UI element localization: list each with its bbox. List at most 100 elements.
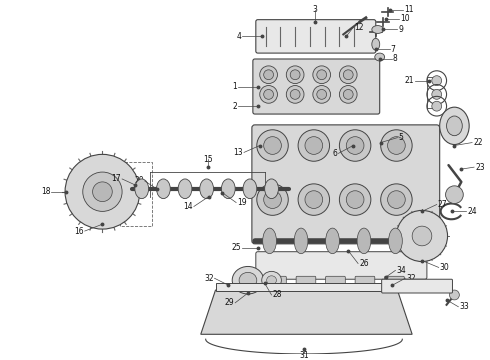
Text: 16: 16: [74, 226, 84, 235]
Text: 9: 9: [398, 25, 403, 34]
Circle shape: [264, 191, 281, 208]
Circle shape: [298, 130, 330, 161]
Circle shape: [264, 137, 281, 154]
Circle shape: [412, 226, 432, 246]
Circle shape: [286, 86, 304, 103]
Circle shape: [317, 70, 327, 80]
Text: 22: 22: [473, 138, 483, 147]
Ellipse shape: [265, 179, 278, 199]
Circle shape: [343, 90, 353, 99]
Ellipse shape: [262, 271, 281, 289]
Circle shape: [432, 90, 441, 99]
Text: 28: 28: [272, 291, 282, 300]
Text: 10: 10: [400, 14, 410, 23]
Text: 17: 17: [112, 175, 121, 184]
Ellipse shape: [372, 26, 384, 33]
Circle shape: [65, 154, 140, 229]
Text: 3: 3: [312, 5, 317, 14]
Text: 1: 1: [232, 82, 237, 91]
Circle shape: [290, 90, 300, 99]
Text: 26: 26: [359, 259, 368, 268]
Text: 14: 14: [183, 202, 193, 211]
Ellipse shape: [243, 179, 257, 199]
Text: 8: 8: [392, 54, 397, 63]
Circle shape: [257, 184, 288, 215]
Ellipse shape: [372, 39, 380, 50]
Ellipse shape: [232, 266, 264, 294]
Polygon shape: [216, 283, 397, 291]
Ellipse shape: [200, 179, 214, 199]
Circle shape: [260, 86, 277, 103]
Circle shape: [346, 137, 364, 154]
Circle shape: [396, 210, 447, 261]
Circle shape: [290, 70, 300, 80]
Ellipse shape: [326, 228, 340, 254]
Text: 12: 12: [354, 23, 364, 32]
Circle shape: [313, 86, 331, 103]
Text: 32: 32: [406, 274, 416, 283]
Text: 31: 31: [299, 351, 309, 360]
Ellipse shape: [156, 179, 171, 199]
Circle shape: [286, 66, 304, 84]
Circle shape: [257, 130, 288, 161]
Text: 34: 34: [396, 266, 406, 275]
Text: 33: 33: [459, 302, 469, 311]
Ellipse shape: [135, 179, 148, 199]
Text: 27: 27: [438, 200, 447, 209]
Ellipse shape: [357, 228, 371, 254]
Circle shape: [313, 66, 331, 84]
Circle shape: [260, 66, 277, 84]
Ellipse shape: [375, 53, 385, 61]
Text: 2: 2: [232, 102, 237, 111]
Polygon shape: [201, 290, 412, 334]
Text: 21: 21: [405, 76, 414, 85]
Circle shape: [445, 186, 463, 203]
Circle shape: [340, 184, 371, 215]
Text: 13: 13: [233, 148, 243, 157]
Circle shape: [432, 76, 441, 86]
Text: 30: 30: [440, 263, 449, 272]
Circle shape: [346, 191, 364, 208]
Ellipse shape: [267, 276, 276, 285]
FancyBboxPatch shape: [326, 276, 345, 292]
Circle shape: [388, 137, 405, 154]
Text: 18: 18: [41, 187, 50, 196]
FancyBboxPatch shape: [385, 276, 404, 292]
Circle shape: [317, 90, 327, 99]
Ellipse shape: [389, 228, 402, 254]
Circle shape: [340, 130, 371, 161]
Circle shape: [305, 191, 323, 208]
Circle shape: [343, 70, 353, 80]
FancyBboxPatch shape: [256, 252, 427, 279]
Text: 23: 23: [475, 163, 485, 172]
Text: 25: 25: [231, 243, 241, 252]
Circle shape: [83, 172, 122, 211]
Circle shape: [305, 137, 323, 154]
Circle shape: [449, 290, 459, 300]
Text: 29: 29: [224, 298, 234, 307]
Circle shape: [388, 191, 405, 208]
Ellipse shape: [440, 107, 469, 144]
Circle shape: [264, 70, 273, 80]
Text: 4: 4: [236, 32, 241, 41]
FancyBboxPatch shape: [267, 276, 286, 292]
Circle shape: [298, 184, 330, 215]
FancyBboxPatch shape: [253, 59, 380, 114]
Text: 19: 19: [237, 198, 247, 207]
Ellipse shape: [294, 228, 308, 254]
Ellipse shape: [221, 179, 235, 199]
Ellipse shape: [239, 273, 257, 288]
Circle shape: [381, 184, 412, 215]
Text: 5: 5: [398, 133, 403, 142]
FancyBboxPatch shape: [256, 20, 376, 53]
Circle shape: [264, 90, 273, 99]
Ellipse shape: [178, 179, 192, 199]
Ellipse shape: [263, 228, 276, 254]
Circle shape: [432, 101, 441, 111]
FancyBboxPatch shape: [296, 276, 316, 292]
Text: 15: 15: [203, 155, 213, 164]
Text: 7: 7: [391, 45, 395, 54]
Ellipse shape: [446, 116, 462, 136]
Text: 20: 20: [134, 176, 144, 185]
Text: 6: 6: [333, 149, 338, 158]
